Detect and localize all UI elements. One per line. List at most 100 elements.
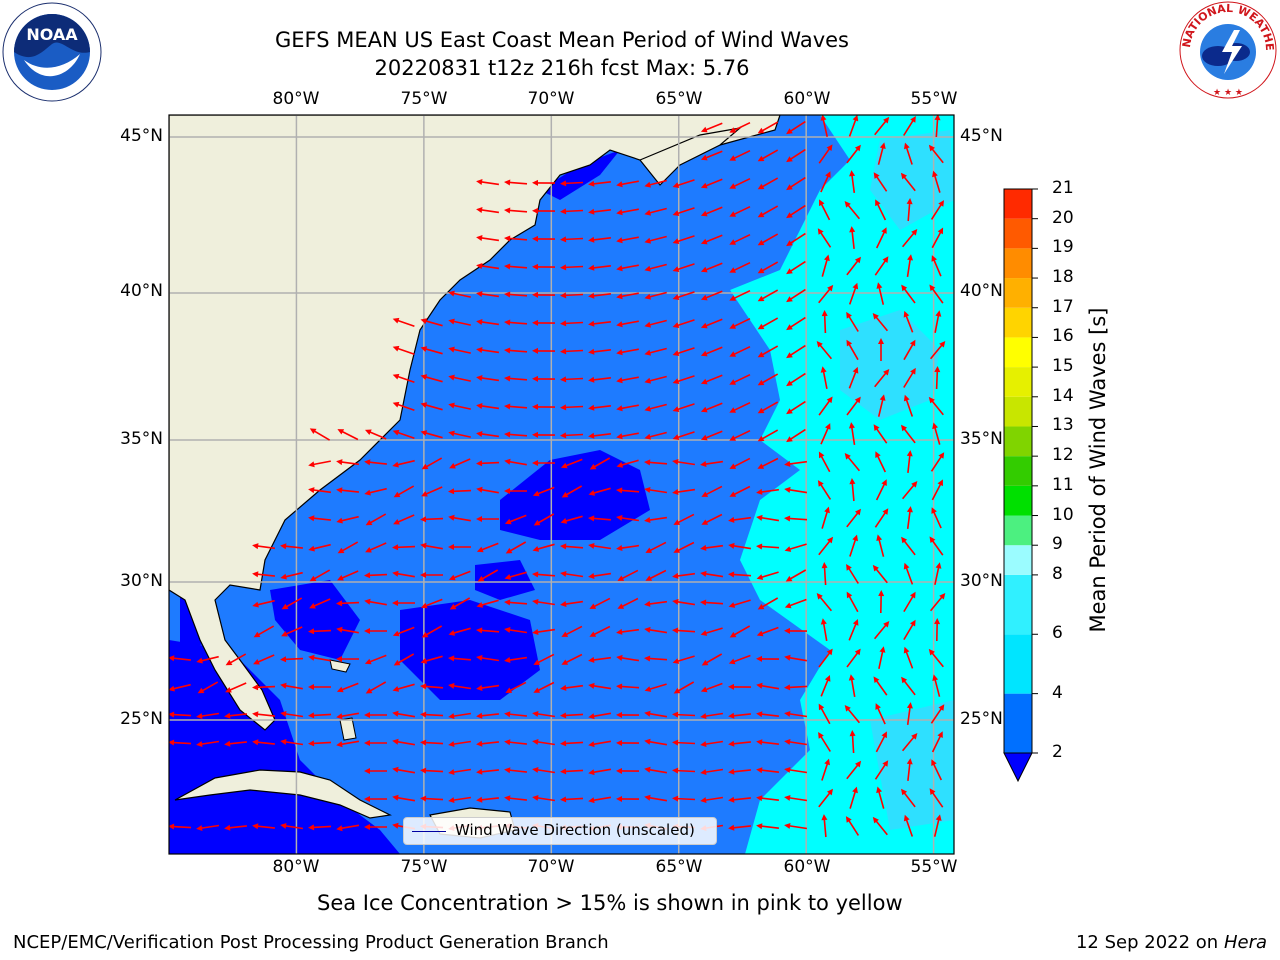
wind-wave-arrow (821, 814, 828, 838)
wind-wave-arrow (849, 170, 856, 194)
wind-wave-arrow (476, 655, 500, 662)
wind-wave-arrow (904, 142, 913, 165)
wind-wave-arrow (644, 626, 668, 634)
wind-wave-arrow (504, 347, 528, 354)
wind-wave-arrow (644, 710, 668, 718)
wind-wave-arrow (903, 394, 914, 417)
wind-wave-arrow (903, 619, 916, 641)
wind-wave-arrow (756, 514, 780, 522)
wind-wave-arrow (392, 401, 415, 412)
y-tick-left-30n: 30°N (120, 571, 163, 591)
wind-wave-arrow (392, 459, 415, 468)
wind-wave-arrow (336, 600, 360, 607)
wind-wave-arrow (728, 740, 751, 747)
wind-wave-arrow (818, 396, 833, 416)
wind-wave-arrow (672, 598, 696, 606)
wind-wave-arrow (821, 506, 830, 529)
wind-wave-arrow (786, 372, 806, 387)
wind-wave-arrow (280, 682, 303, 690)
wind-wave-arrow (392, 600, 415, 606)
wind-wave-arrow (476, 460, 500, 467)
wind-wave-arrow (448, 570, 471, 581)
wind-wave-arrow (616, 348, 639, 356)
wind-wave-arrow (532, 263, 556, 270)
wind-wave-arrow (728, 796, 751, 803)
wind-wave-arrow (476, 263, 500, 270)
wind-wave-arrow (820, 366, 828, 389)
wind-wave-arrow (560, 543, 584, 550)
wind-wave-arrow (672, 375, 695, 384)
wind-wave-arrow (616, 515, 640, 522)
wind-wave-arrow (928, 144, 944, 164)
wind-wave-arrow (588, 682, 612, 690)
wind-wave-arrow (588, 515, 612, 522)
wind-wave-arrow (280, 739, 304, 746)
wind-wave-arrow (873, 676, 888, 696)
wind-wave-arrow (280, 543, 303, 550)
wind-wave-arrow (700, 318, 723, 329)
y-tick-left-45n: 45°N (120, 126, 163, 146)
wind-wave-arrow (729, 401, 751, 413)
wind-wave-arrow (820, 618, 828, 642)
wind-wave-arrow (560, 180, 584, 187)
wind-wave-arrow (308, 684, 331, 690)
wind-wave-arrow (729, 429, 751, 441)
x-tick-top-70w: 70°W (527, 89, 575, 109)
wind-wave-arrow (903, 814, 914, 837)
wind-wave-arrow (756, 739, 779, 746)
wind-wave-arrow (532, 711, 556, 718)
wind-wave-arrow (901, 229, 918, 248)
wind-wave-arrow (872, 313, 889, 332)
wind-wave-arrow (878, 338, 884, 361)
wind-wave-arrow (672, 207, 695, 216)
wind-wave-arrow (532, 460, 555, 466)
wind-wave-arrow (588, 796, 612, 804)
wind-wave-arrow (392, 373, 415, 384)
wind-wave-arrow (392, 738, 416, 746)
colorbar-segment (1004, 485, 1032, 516)
wind-wave-arrow (420, 655, 443, 664)
wave-period-band-4-6 (730, 115, 954, 854)
wind-wave-arrow (903, 646, 914, 669)
wind-wave-arrow (700, 430, 723, 441)
wind-wave-arrow (844, 201, 861, 220)
wave-period-band-0-2-bahamas (270, 580, 360, 660)
wind-wave-arrow (672, 291, 695, 300)
wind-wave-arrow (728, 712, 751, 719)
wind-wave-arrow (616, 208, 639, 216)
x-tick-top-80w: 80°W (272, 89, 320, 109)
wind-wave-arrow (903, 310, 914, 333)
colorbar-tick-label: 16 (1052, 326, 1074, 347)
wind-wave-arrow (448, 290, 471, 298)
wind-wave-arrow (906, 254, 913, 278)
wind-wave-arrow (756, 682, 780, 690)
noaa-wordmark: NOAA (26, 25, 78, 44)
colorbar-tick-label: 20 (1052, 207, 1074, 228)
wind-wave-arrow (700, 122, 723, 133)
wind-wave-arrow (365, 429, 387, 440)
wind-wave-arrow (645, 541, 667, 553)
wind-wave-arrow (560, 432, 584, 439)
wind-wave-arrow (560, 515, 583, 524)
wind-wave-arrow (672, 319, 695, 328)
footer-host: Hera (1223, 932, 1267, 953)
wind-wave-arrow (844, 705, 861, 724)
wind-wave-arrow (533, 513, 555, 526)
wind-wave-arrow (728, 824, 751, 831)
wind-wave-arrow (729, 485, 751, 497)
noaa-logo: NOAA (2, 2, 102, 102)
x-tick-bottom-75w: 75°W (400, 857, 448, 877)
wind-wave-arrow (700, 234, 723, 245)
wind-wave-arrow (224, 712, 247, 719)
wind-wave-arrow (877, 142, 886, 165)
wind-wave-arrow (644, 459, 668, 466)
wind-wave-arrow (756, 571, 779, 580)
wind-wave-arrow (169, 711, 192, 718)
wind-wave-arrow (728, 571, 752, 578)
wind-wave-arrow (784, 654, 808, 662)
wind-wave-arrow (901, 481, 918, 500)
wind-wave-arrow (392, 626, 415, 637)
wind-wave-arrow (281, 626, 303, 637)
wind-wave-arrow (849, 478, 856, 502)
wind-wave-arrow (672, 235, 695, 244)
